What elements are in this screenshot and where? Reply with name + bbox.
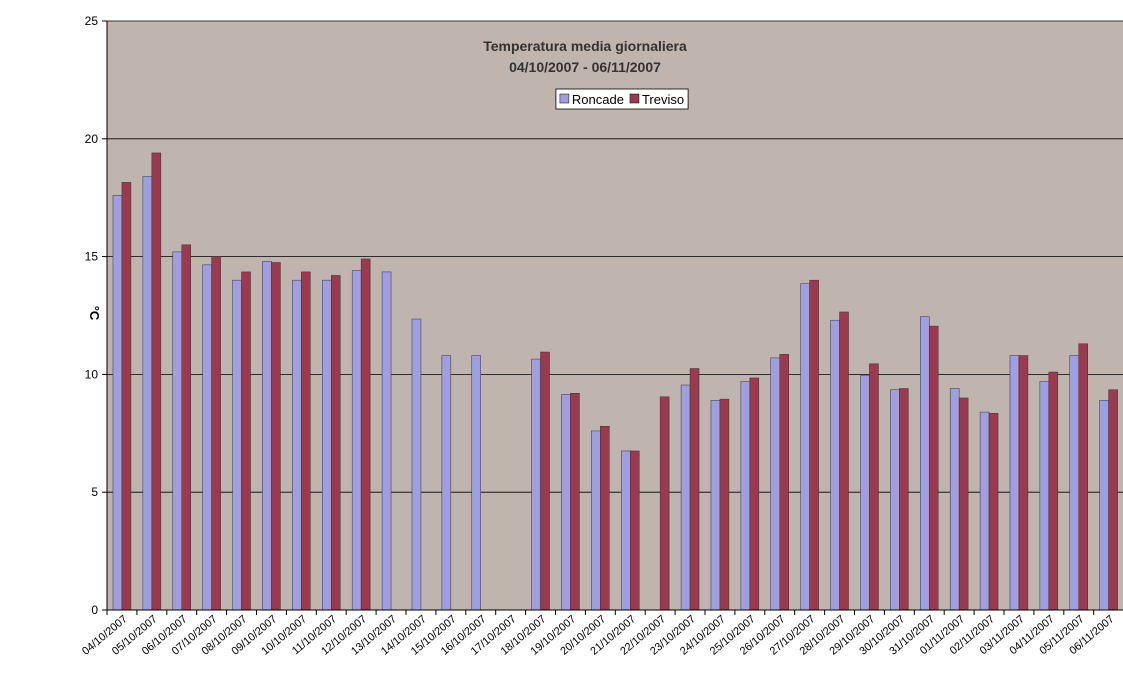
- bar: [471, 355, 481, 611]
- legend-label: Treviso: [642, 92, 684, 107]
- bar: [351, 270, 362, 611]
- bar: [202, 264, 212, 611]
- bar: [749, 377, 760, 611]
- bar: [591, 430, 601, 611]
- bar: [929, 325, 939, 611]
- bar: [920, 316, 930, 611]
- bar: [441, 355, 452, 611]
- bar: [1069, 355, 1080, 611]
- bar: [779, 354, 789, 611]
- bar: [181, 244, 191, 611]
- bar: [659, 396, 670, 611]
- bar: [719, 398, 730, 611]
- bar: [621, 450, 631, 611]
- bar: [360, 258, 371, 611]
- bar: [570, 392, 580, 611]
- bar: [1099, 400, 1109, 611]
- bar: [232, 279, 242, 611]
- bar: [958, 397, 969, 611]
- bar: [531, 358, 541, 611]
- chart-title: Temperatura media giornaliera: [483, 38, 687, 54]
- bar: [869, 363, 879, 611]
- bar: [331, 275, 341, 611]
- y-tick-label: 0: [91, 603, 98, 617]
- bar: [988, 413, 999, 611]
- bar: [1018, 355, 1029, 611]
- bar: [142, 176, 153, 611]
- bar: [540, 351, 550, 611]
- bar: [322, 279, 332, 611]
- bar: [1108, 389, 1118, 611]
- bar: [121, 182, 132, 611]
- bar: [860, 375, 870, 611]
- legend-swatch: [629, 93, 640, 104]
- bar: [710, 400, 721, 611]
- bar: [411, 318, 422, 611]
- bar: [689, 368, 700, 611]
- bar: [809, 279, 819, 611]
- bar: [949, 388, 960, 611]
- bar: [600, 425, 610, 611]
- legend: Roncade Treviso: [555, 88, 689, 110]
- bar: [839, 311, 849, 611]
- bar: [262, 261, 272, 611]
- y-tick-label: 5: [91, 485, 98, 499]
- bar: [292, 279, 302, 611]
- bar: [800, 283, 810, 611]
- bar: [301, 271, 311, 611]
- bar: [1039, 381, 1050, 611]
- bar: [561, 394, 571, 611]
- bar: [1078, 343, 1088, 611]
- bar: [630, 450, 640, 611]
- bar: [770, 357, 781, 611]
- bar: [979, 411, 990, 611]
- y-tick-label: 20: [85, 132, 99, 146]
- legend-box: [555, 88, 689, 110]
- legend-swatch: [559, 93, 570, 104]
- bar: [271, 262, 281, 611]
- legend-label: Roncade: [572, 92, 624, 107]
- bar: [381, 271, 392, 611]
- y-axis-label: °C: [87, 306, 102, 321]
- bar: [211, 256, 221, 611]
- y-tick-label: 25: [85, 14, 99, 28]
- y-tick-label: 15: [85, 250, 99, 264]
- bar: [112, 195, 123, 611]
- bar: [1009, 355, 1020, 611]
- bar: [241, 271, 251, 611]
- bar: [890, 389, 900, 611]
- bar: [899, 388, 909, 611]
- bar: [740, 381, 751, 611]
- bar: [1048, 371, 1059, 611]
- bar: [680, 384, 691, 611]
- bar: [172, 251, 182, 611]
- chart-subtitle: 04/10/2007 - 06/11/2007: [509, 59, 661, 75]
- bar: [830, 319, 840, 611]
- bar: [151, 152, 162, 611]
- y-tick-label: 10: [85, 367, 99, 381]
